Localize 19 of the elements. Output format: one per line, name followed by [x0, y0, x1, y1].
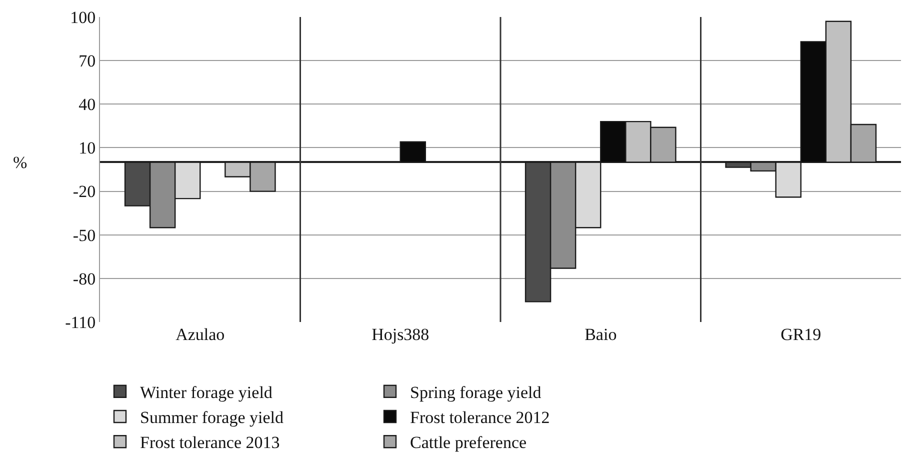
x-tick-label: GR19	[780, 325, 822, 344]
legend-label: Frost tolerance 2013	[140, 433, 280, 452]
y-tick-label: 70	[78, 52, 96, 71]
legend-label: Cattle preference	[410, 433, 527, 452]
y-tick-label: 40	[78, 95, 96, 114]
legend-label: Spring forage yield	[410, 383, 542, 402]
x-tick-label: Azulao	[176, 325, 225, 344]
legend-label: Summer forage yield	[140, 408, 284, 428]
y-tick-label: -20	[72, 182, 96, 202]
y-tick-label: -110	[65, 312, 96, 332]
y-tick-label: -80	[72, 269, 96, 288]
x-tick-label: Hojs388	[372, 325, 430, 344]
legend-label: Winter forage yield	[140, 383, 273, 402]
y-axis-title: %	[13, 153, 28, 172]
x-tick-label: Baio	[584, 325, 617, 344]
legend-label: Frost tolerance 2012	[410, 408, 550, 428]
y-tick-label: 10	[78, 138, 96, 158]
y-tick-label: 100	[70, 8, 96, 27]
y-tick-label: -50	[72, 226, 96, 245]
